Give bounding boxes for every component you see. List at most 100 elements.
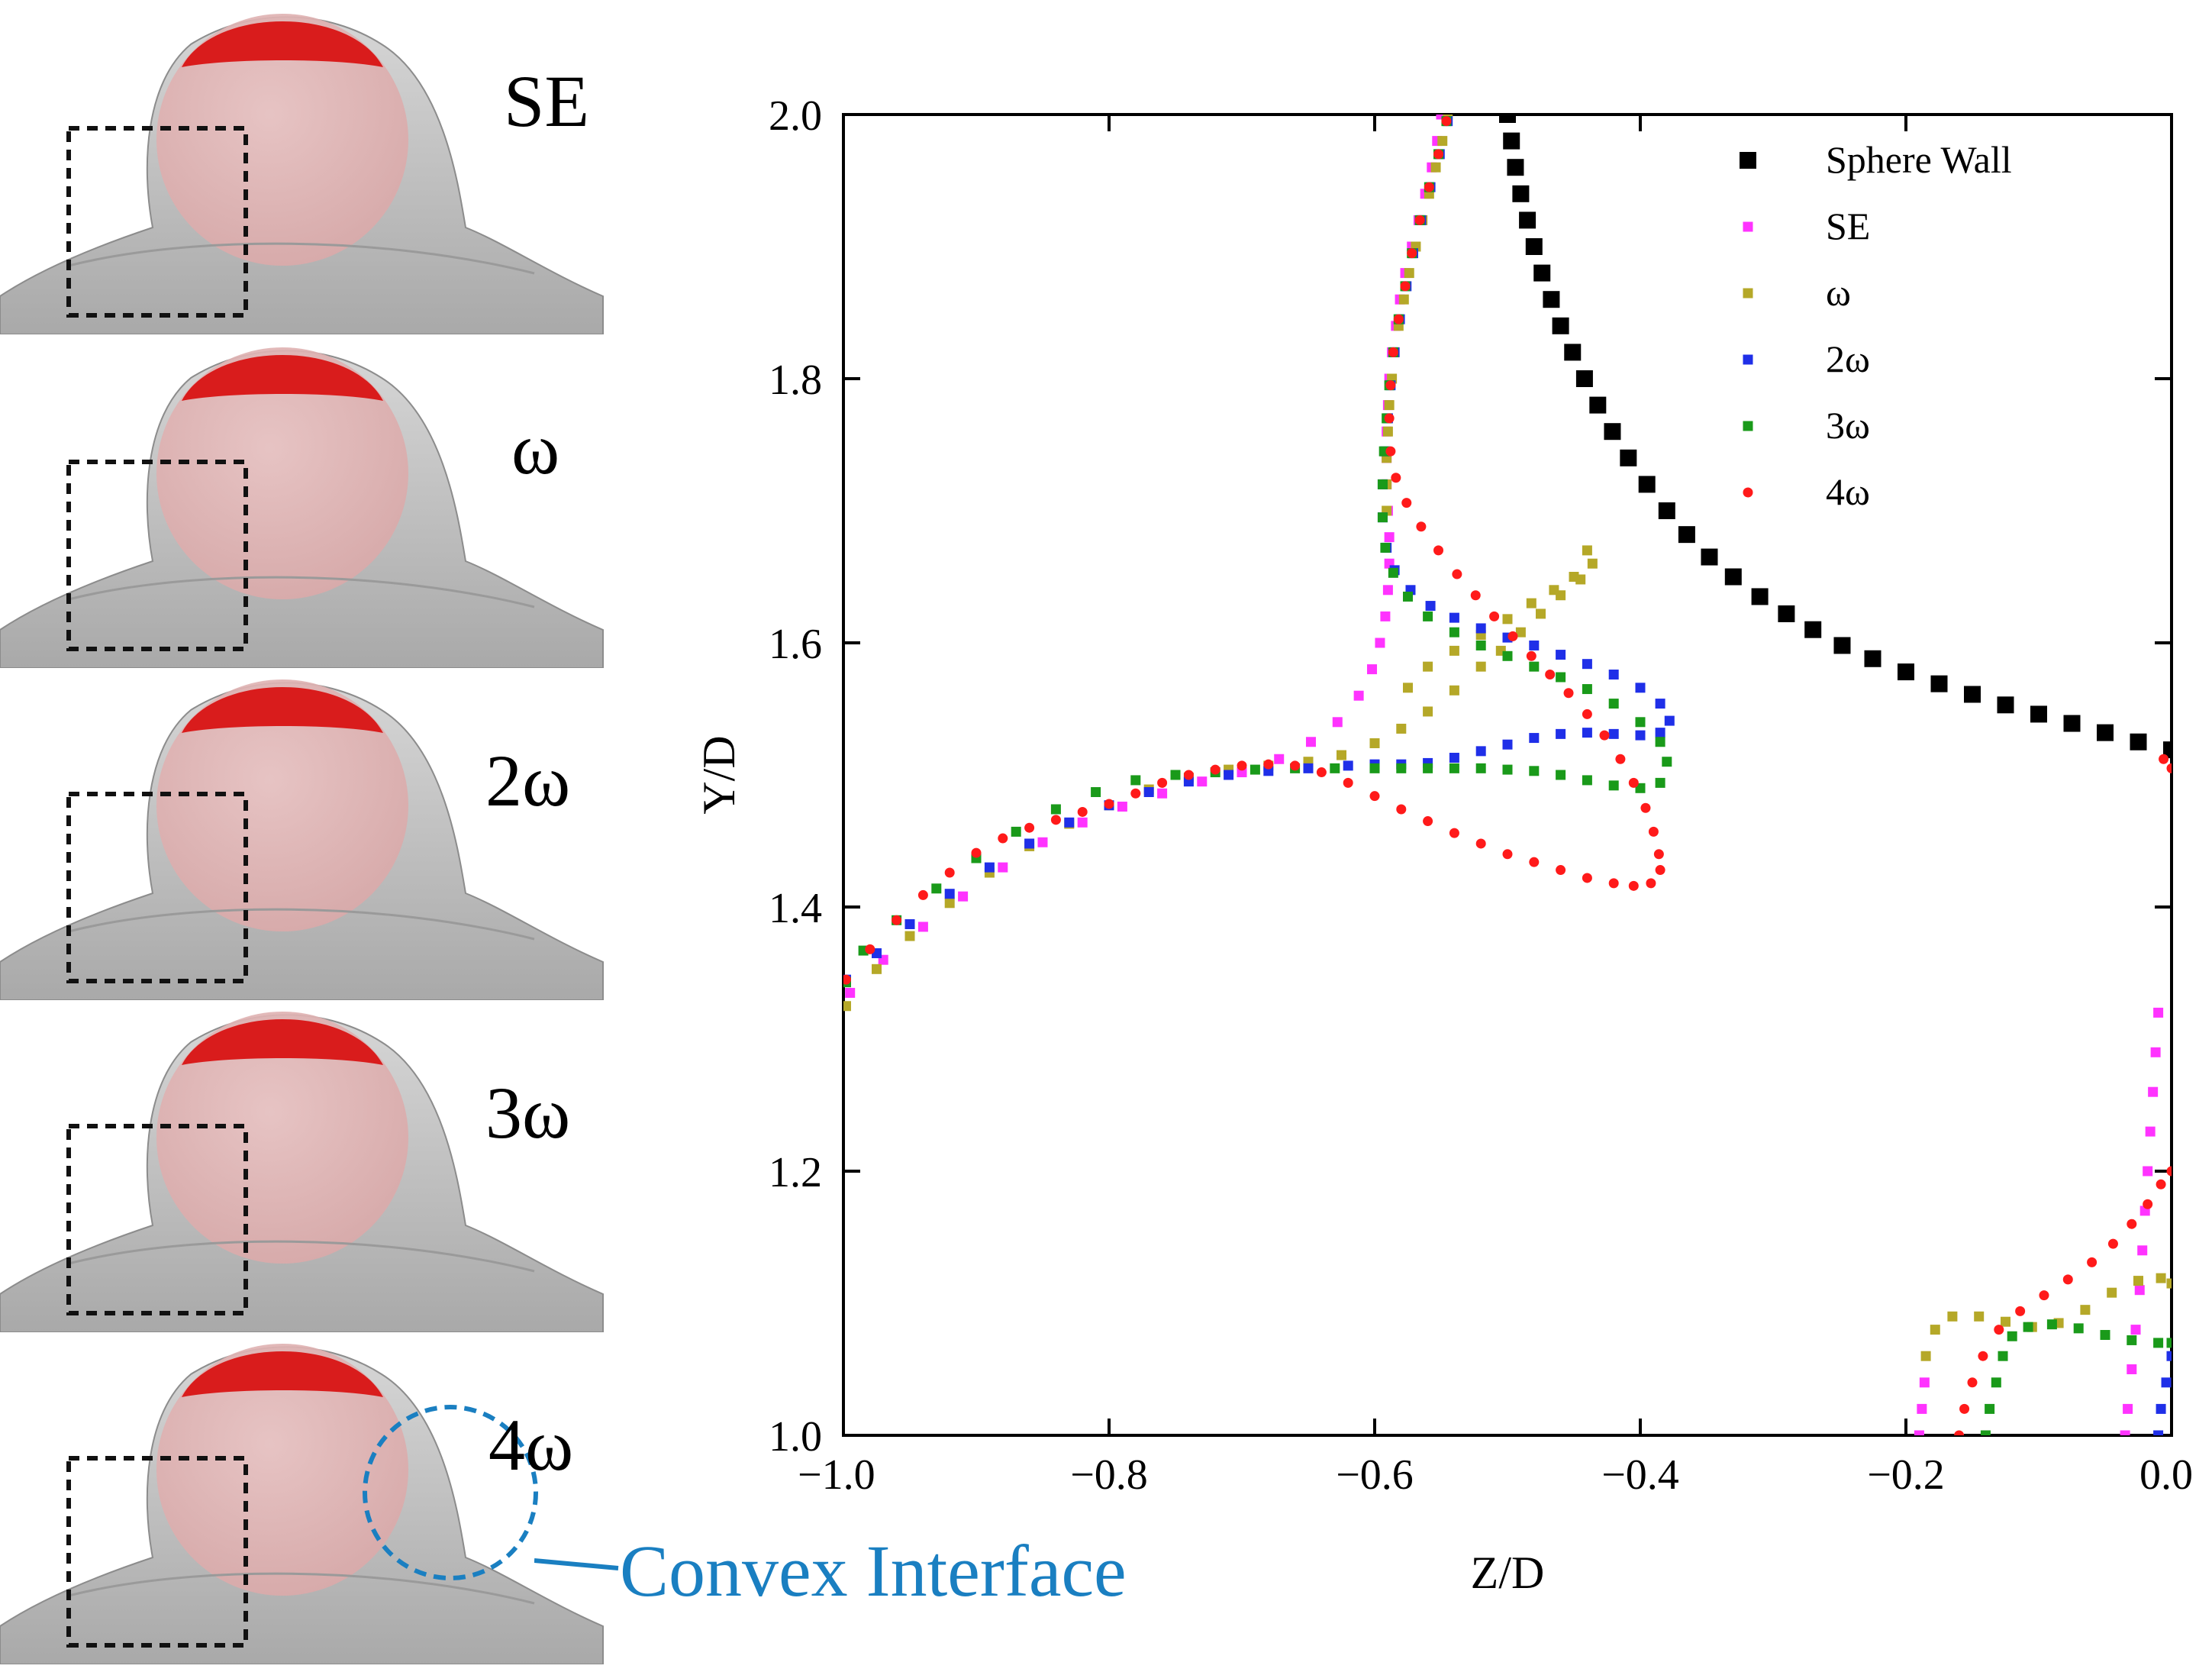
data-point [958, 891, 969, 902]
data-point [1398, 294, 1409, 305]
data-point [1701, 548, 1718, 566]
data-point [1377, 512, 1388, 523]
data-point [2097, 724, 2114, 741]
sphere-body [156, 14, 408, 266]
data-point [1898, 663, 1914, 681]
data-point [2107, 1238, 2118, 1249]
data-point [1024, 838, 1035, 849]
data-point [1751, 588, 1769, 605]
data-point [1449, 753, 1459, 763]
data-point [2133, 1276, 2143, 1286]
data-point [1143, 786, 1154, 797]
legend-marker [1743, 221, 1753, 232]
surface-ridge [68, 242, 535, 275]
data-point [1183, 770, 1194, 780]
data-point [1545, 670, 1556, 680]
data-point [1556, 728, 1566, 739]
data-point [1662, 757, 1672, 767]
surface-ridge [68, 1240, 535, 1273]
data-point [1170, 770, 1181, 780]
legend-label: SE [1826, 205, 1870, 247]
data-point [2130, 1325, 2141, 1335]
data-point [1369, 763, 1380, 773]
data-point [1130, 788, 1141, 799]
data-point [1332, 717, 1343, 728]
data-point [944, 898, 955, 909]
sphere-cap [182, 687, 383, 733]
data-point [1608, 780, 1619, 791]
legend-label: 2ω [1826, 337, 1870, 380]
data-point [1433, 545, 1444, 556]
data-point [1157, 788, 1168, 799]
data-point [1423, 661, 1433, 672]
data-point [1646, 878, 1656, 889]
series-ω [843, 115, 2172, 1361]
data-point [1967, 1377, 1978, 1388]
snapshot-panel-1 [0, 14, 604, 334]
y-tick-label: 1.4 [769, 885, 822, 932]
data-point [1343, 760, 1353, 771]
data-point [1433, 149, 1444, 160]
data-point [1582, 709, 1592, 719]
data-point [1964, 686, 1981, 703]
data-point [1011, 826, 1021, 837]
data-point [1974, 1311, 1985, 1322]
data-point [1556, 650, 1566, 660]
data-point [1998, 1351, 2008, 1361]
sphere-cap [182, 1351, 383, 1397]
convex-interface-circle [363, 1405, 538, 1580]
data-point [2153, 1007, 2164, 1018]
data-point [1388, 567, 1398, 578]
data-point [1575, 370, 1593, 387]
data-point [1475, 838, 1486, 849]
data-point [1582, 728, 1592, 738]
data-point [1991, 1377, 2001, 1388]
data-point [1582, 545, 1592, 556]
data-point [1449, 828, 1459, 838]
data-point [1930, 675, 1948, 692]
data-point [2120, 1430, 2130, 1435]
snapshot-panel-3 [0, 679, 604, 1000]
data-point [1529, 857, 1540, 867]
data-point [1475, 746, 1486, 757]
data-point [1507, 159, 1524, 176]
data-point [1449, 612, 1459, 623]
data-point [1947, 1311, 1958, 1322]
convex-leader-line [534, 1558, 619, 1570]
data-point [843, 974, 851, 985]
data-point [1400, 281, 1411, 292]
data-point [1507, 631, 1518, 641]
data-point [1543, 291, 1560, 308]
data-point [1997, 696, 2014, 714]
data-point [1914, 1430, 1924, 1435]
data-point [1604, 423, 1621, 441]
data-point [1091, 786, 1101, 797]
data-point [1549, 585, 1559, 596]
data-point [1104, 799, 1114, 809]
data-point [1608, 670, 1619, 680]
data-point [1920, 1351, 1931, 1361]
surface-ridge [68, 908, 535, 941]
data-point [1369, 738, 1380, 748]
data-point [1519, 211, 1536, 229]
data-point [1608, 728, 1619, 739]
data-point [917, 889, 928, 900]
sphere-body [156, 347, 408, 599]
data-point [1130, 775, 1141, 786]
data-point [1423, 706, 1433, 717]
data-point [2166, 763, 2172, 773]
series-Sphere Wall [1499, 115, 2172, 759]
data-point [1980, 1430, 1991, 1435]
data-point [1050, 804, 1061, 815]
data-point [1954, 1430, 1965, 1435]
data-point [2062, 1274, 2073, 1285]
data-point [2156, 1273, 2166, 1283]
data-point [1403, 683, 1413, 693]
data-point [944, 867, 955, 878]
data-point [998, 862, 1008, 873]
data-point [2156, 1403, 2166, 1414]
data-point [1608, 878, 1619, 889]
data-point [1502, 764, 1513, 775]
data-point [1449, 645, 1459, 656]
data-point [1635, 683, 1646, 693]
